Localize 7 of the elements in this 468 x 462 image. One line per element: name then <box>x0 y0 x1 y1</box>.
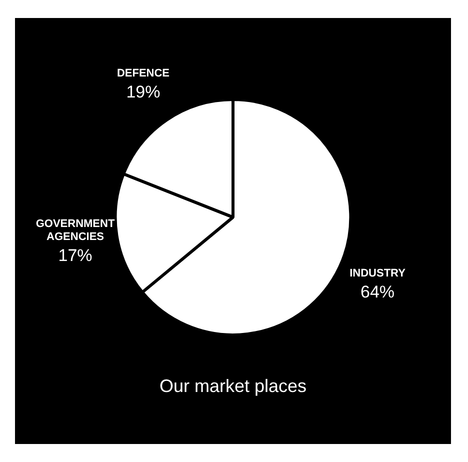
slice-label: INDUSTRY <box>350 268 406 280</box>
data-label: 19% <box>126 82 160 102</box>
data-label: 64% <box>360 282 395 302</box>
slice-label: GOVERNMENT AGENCIES <box>36 218 115 244</box>
data-label: 17% <box>58 246 92 265</box>
text: Our market places <box>159 376 307 396</box>
slice-label: DEFENCE <box>116 68 170 80</box>
